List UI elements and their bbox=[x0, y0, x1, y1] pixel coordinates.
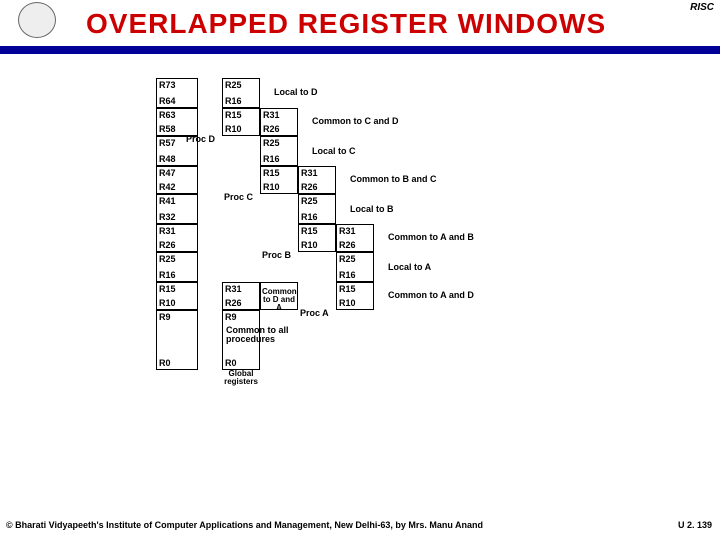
annotation: Local to B bbox=[350, 204, 394, 214]
logo-icon bbox=[18, 2, 56, 38]
proc-label: Proc A bbox=[300, 308, 329, 318]
reg-bot-label: R16 bbox=[225, 96, 242, 106]
page-title: OVERLAPPED REGISTER WINDOWS bbox=[86, 8, 606, 40]
reg-bot-label: R64 bbox=[159, 96, 176, 106]
annotation: Local to A bbox=[388, 262, 431, 272]
reg-top-label: R9 bbox=[159, 312, 171, 322]
reg-top-label: R31 bbox=[301, 168, 318, 178]
proc-label: Proc C bbox=[224, 192, 253, 202]
reg-bot-label: R26 bbox=[263, 124, 280, 134]
reg-top-label: R31 bbox=[225, 284, 242, 294]
header-divider bbox=[0, 46, 720, 54]
reg-bot-label: R26 bbox=[225, 298, 242, 308]
header: RISC OVERLAPPED REGISTER WINDOWS bbox=[0, 0, 720, 48]
annotation: Common to allprocedures bbox=[226, 326, 289, 344]
box-center-text: Globalregisters bbox=[224, 370, 258, 386]
reg-bot-label: R16 bbox=[263, 154, 280, 164]
box-center-text: Commonto D and A bbox=[262, 288, 296, 312]
reg-top-label: R15 bbox=[301, 226, 318, 236]
reg-bot-label: R10 bbox=[339, 298, 356, 308]
reg-top-label: R25 bbox=[301, 196, 318, 206]
reg-bot-label: R16 bbox=[159, 270, 176, 280]
annotation: Common to B and C bbox=[350, 174, 437, 184]
reg-top-label: R31 bbox=[159, 226, 176, 236]
reg-bot-label: R48 bbox=[159, 154, 176, 164]
page-number: U 2. 139 bbox=[678, 520, 712, 530]
reg-bot-label: R16 bbox=[339, 270, 356, 280]
annotation: Common to C and D bbox=[312, 116, 399, 126]
risc-label: RISC bbox=[690, 2, 714, 13]
reg-top-label: R31 bbox=[339, 226, 356, 236]
reg-top-label: R25 bbox=[159, 254, 176, 264]
reg-bot-label: R26 bbox=[301, 182, 318, 192]
reg-top-label: R15 bbox=[339, 284, 356, 294]
reg-top-label: R15 bbox=[263, 168, 280, 178]
reg-top-label: R15 bbox=[225, 110, 242, 120]
annotation: Local to D bbox=[274, 87, 318, 97]
reg-bot-label: R42 bbox=[159, 182, 176, 192]
reg-top-label: R47 bbox=[159, 168, 176, 178]
reg-top-label: R25 bbox=[225, 80, 242, 90]
reg-top-label: R73 bbox=[159, 80, 176, 90]
reg-top-label: R15 bbox=[159, 284, 176, 294]
register-windows-diagram: R73 R64 R63 R58 R57 R48 R47 R42 R41 R32 R31 R26 R25 R… bbox=[0, 60, 720, 500]
reg-top-label: R41 bbox=[159, 196, 176, 206]
reg-bot-label: R0 bbox=[159, 358, 171, 368]
annotation: Common to A and B bbox=[388, 232, 474, 242]
reg-top-label: R25 bbox=[339, 254, 356, 264]
reg-top-label: R25 bbox=[263, 138, 280, 148]
reg-top-label: R57 bbox=[159, 138, 176, 148]
logo bbox=[2, 2, 72, 46]
reg-top-label: R63 bbox=[159, 110, 176, 120]
annotation: Common to A and D bbox=[388, 290, 474, 300]
reg-bot-label: R10 bbox=[301, 240, 318, 250]
proc-label: Proc D bbox=[186, 134, 215, 144]
reg-bot-label: R10 bbox=[263, 182, 280, 192]
footer-text: © Bharati Vidyapeeth's Institute of Comp… bbox=[6, 520, 483, 530]
reg-top-label: R31 bbox=[263, 110, 280, 120]
reg-bot-label: R0 bbox=[225, 358, 237, 368]
reg-bot-label: R16 bbox=[301, 212, 318, 222]
reg-bot-label: R26 bbox=[339, 240, 356, 250]
proc-label: Proc B bbox=[262, 250, 291, 260]
reg-bot-label: R10 bbox=[225, 124, 242, 134]
reg-bot-label: R10 bbox=[159, 298, 176, 308]
annotation: Local to C bbox=[312, 146, 356, 156]
reg-bot-label: R26 bbox=[159, 240, 176, 250]
reg-top-label: R9 bbox=[225, 312, 237, 322]
reg-bot-label: R58 bbox=[159, 124, 176, 134]
reg-bot-label: R32 bbox=[159, 212, 176, 222]
